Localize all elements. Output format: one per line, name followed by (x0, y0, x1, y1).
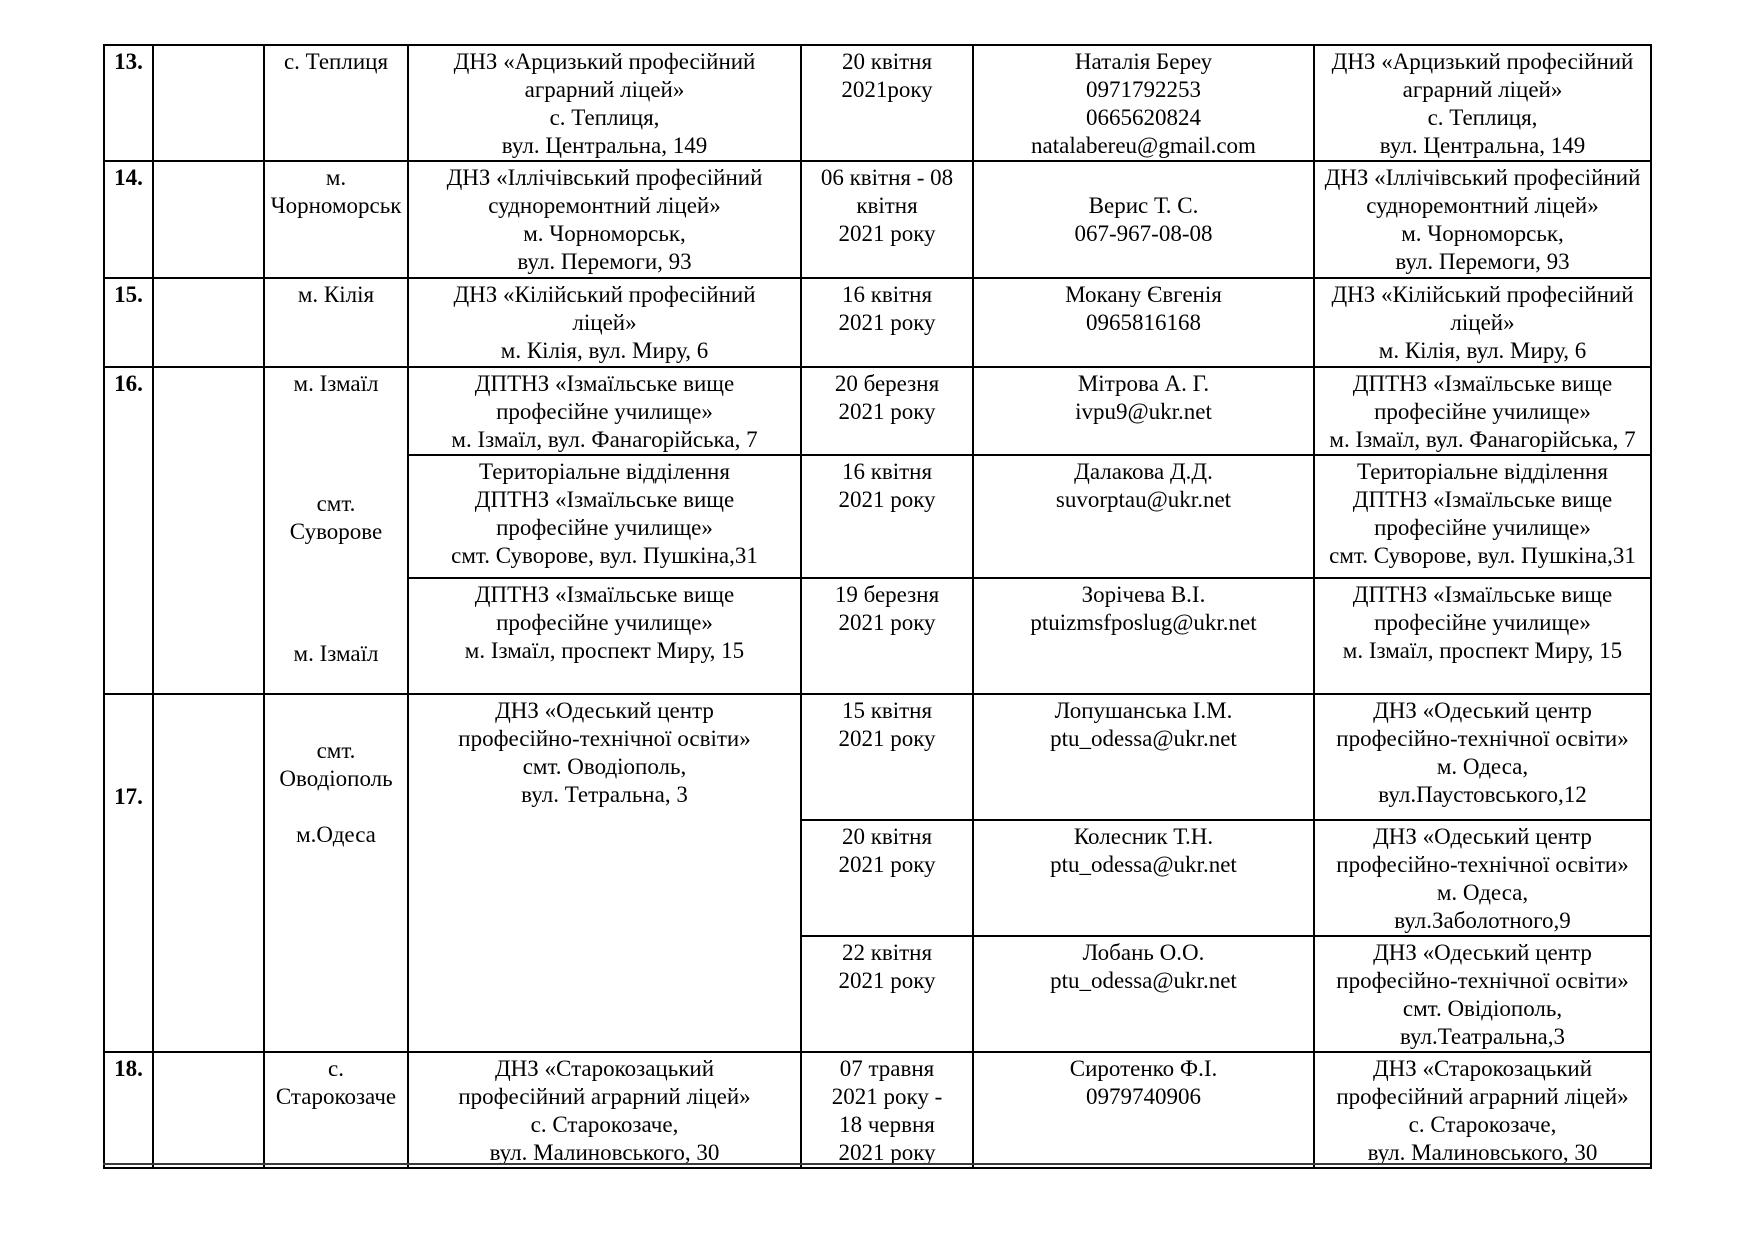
spacer-cell (152, 160, 265, 279)
spacer-cell (152, 1051, 265, 1169)
row-number-cell: 18. (103, 1051, 154, 1169)
institution-repeat-cell: ДНЗ «Одеський центр професійно-технічної… (1313, 935, 1652, 1053)
contact-cell: Мітрова А. Г. ivpu9@ukr.net (972, 366, 1315, 456)
contact-cell: Колесник Т.Н. ptu_odessa@ukr.net (972, 819, 1315, 937)
row-number-cell: 13. (103, 44, 154, 162)
institution-cell: Територіальне відділення ДПТНЗ «Ізмаїльс… (407, 454, 802, 579)
location-cell: м. Чорноморськ (263, 160, 409, 279)
institution-repeat-cell: Територіальне відділення ДПТНЗ «Ізмаїльс… (1313, 454, 1652, 579)
spacer-cell (152, 44, 265, 162)
spacer-cell (152, 693, 265, 1053)
table-row: 14. м. Чорноморськ ДНЗ «Іллічівський про… (103, 160, 1652, 279)
institution-cell: ДПТНЗ «Ізмаїльське вище професійне учили… (407, 366, 802, 456)
row-number-cell: 17. (103, 693, 154, 1053)
contact-cell: Наталія Береу 0971792253 0665620824 nata… (972, 44, 1315, 162)
table-row: 18. с. Старокозаче ДНЗ «Старокозацький п… (103, 1051, 1652, 1169)
institution-cell: ДНЗ «Кілійський професійний ліцей» м. Кі… (407, 277, 802, 368)
date-cell: 20 березня 2021 року (800, 366, 974, 456)
date-cell: 15 квітня 2021 року (800, 693, 974, 821)
date-cell: 16 квітня 2021 року (800, 454, 974, 579)
institution-repeat-cell: ДПТНЗ «Ізмаїльське вище професійне учили… (1313, 366, 1652, 456)
table-row: 17. смт. Оводіополь м.Одеса ДНЗ «Одеський… (103, 693, 1652, 1053)
date-cell: 06 квітня - 08 квітня 2021 року (800, 160, 974, 279)
location-segment: м. Ізмаїл (293, 371, 379, 396)
table-row: 22 квітня 2021 року Лобань О.О. ptu_odes… (104, 935, 1652, 1053)
location-segment: смт. Суворове (289, 491, 383, 544)
location-cell: с. Теплиця (263, 44, 409, 162)
institution-repeat-cell: ДНЗ «Одеський центр професійно-технічної… (1313, 693, 1652, 821)
institution-repeat-cell: ДНЗ «Кілійський професійний ліцей» м. Кі… (1313, 277, 1652, 368)
contact-cell: Мокану Євгенія 0965816168 (972, 277, 1315, 368)
institution-cell: ДНЗ «Старокозацький професійний аграрний… (407, 1051, 802, 1169)
contact-cell: Лопушанська І.М. ptu_odessa@ukr.net (972, 693, 1315, 821)
table-row: 13. с. Теплиця ДНЗ «Арцизький професійни… (103, 44, 1652, 162)
date-cell: 19 березня 2021 року (800, 577, 974, 695)
spacer-cell (152, 277, 265, 368)
date-cell: 20 квітня 2021 року (800, 819, 974, 937)
table-row: ДПТНЗ «Ізмаїльське вище професійне учили… (104, 577, 1652, 695)
training-schedule-table: 13. с. Теплиця ДНЗ «Арцизький професійни… (103, 44, 1652, 1169)
contact-cell: Зорічева В.І. ptuizmsfposlug@ukr.net (972, 577, 1315, 695)
table-row: 20 квітня 2021 року Колесник Т.Н. ptu_od… (104, 819, 1652, 937)
location-segment: м. Ізмаїл (293, 641, 379, 666)
institution-repeat-cell: ДНЗ «Іллічівський професійний судноремон… (1313, 160, 1652, 279)
date-cell: 20 квітня 2021року (800, 44, 974, 162)
institution-repeat-cell: ДНЗ «Одеський центр професійно-технічної… (1313, 819, 1652, 937)
location-cell: смт. Оводіополь м.Одеса (263, 693, 409, 1053)
institution-repeat-cell: ДНЗ «Старокозацький професійний аграрний… (1313, 1051, 1652, 1169)
date-cell: 07 травня 2021 року - 18 червня 2021 рок… (800, 1051, 974, 1169)
location-segment: м.Одеса (296, 822, 376, 847)
date-cell: 22 квітня 2021 року (800, 935, 974, 1053)
contact-cell: Далакова Д.Д. suvorptau@ukr.net (972, 454, 1315, 579)
location-cell: с. Старокозаче (263, 1051, 409, 1169)
row-number-cell: 14. (103, 160, 154, 279)
table-row: 16. м. Ізмаїл смт. Суворове м. Ізмаїл ДПТН… (103, 366, 1652, 695)
row-number-cell: 16. (103, 366, 154, 695)
location-segment: смт. Оводіополь (279, 738, 393, 791)
contact-cell: Сиротенко Ф.І. 0979740906 (972, 1051, 1315, 1169)
scan-artifact-line (103, 1163, 1650, 1165)
institution-cell: ДНЗ «Арцизький професійний аграрний ліце… (407, 44, 802, 162)
table-row: Територіальне відділення ДПТНЗ «Ізмаїльс… (104, 454, 1652, 579)
institution-repeat-cell: ДНЗ «Арцизький професійний аграрний ліце… (1313, 44, 1652, 162)
contact-cell: Верис Т. С. 067-967-08-08 (972, 160, 1315, 279)
location-cell: м. Кілія (263, 277, 409, 368)
row-number-cell: 15. (103, 277, 154, 368)
spacer-cell (152, 366, 265, 695)
location-cell: м. Ізмаїл смт. Суворове м. Ізмаїл (263, 366, 409, 695)
institution-cell: ДПТНЗ «Ізмаїльське вище професійне учили… (407, 577, 802, 695)
institution-repeat-cell: ДПТНЗ «Ізмаїльське вище професійне учили… (1313, 577, 1652, 695)
contact-cell: Лобань О.О. ptu_odessa@ukr.net (972, 935, 1315, 1053)
date-cell: 16 квітня 2021 року (800, 277, 974, 368)
institution-cell: ДНЗ «Одеський центр професійно-технічної… (407, 693, 802, 1053)
institution-cell: ДНЗ «Іллічівський професійний судноремон… (407, 160, 802, 279)
table-row: 15. м. Кілія ДНЗ «Кілійський професійний… (103, 277, 1652, 368)
